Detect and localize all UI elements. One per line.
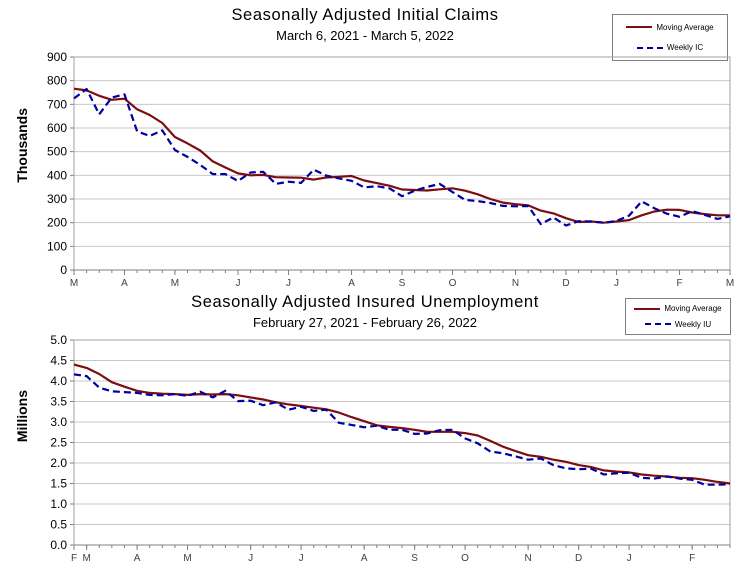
x-month-label: F bbox=[676, 278, 682, 289]
x-month-label: J bbox=[614, 278, 619, 289]
moving-average-series-line bbox=[73, 87, 730, 224]
weekly-series-line bbox=[73, 87, 731, 227]
x-month-label: O bbox=[449, 278, 457, 289]
x-month-label: J bbox=[236, 278, 241, 289]
weekly-iu-line-swatch bbox=[644, 323, 671, 326]
legend-label: Moving Average bbox=[656, 22, 714, 32]
x-month-label: F bbox=[71, 553, 77, 564]
x-month-label: J bbox=[299, 553, 304, 564]
x-month-label: A bbox=[121, 278, 128, 289]
y-tick-label: 600 bbox=[47, 121, 67, 135]
y-tick-label: 800 bbox=[47, 74, 67, 88]
y-tick-label: 0.0 bbox=[50, 538, 67, 552]
legend-label: Moving Average bbox=[664, 304, 722, 314]
x-month-label: M bbox=[82, 553, 90, 564]
x-month-label: M bbox=[183, 553, 191, 564]
initial-claims-header: Seasonally Adjusted Initial Claims March… bbox=[0, 6, 730, 43]
x-month-label: S bbox=[399, 278, 406, 289]
x-month-label: N bbox=[512, 278, 519, 289]
y-tick-label: 300 bbox=[47, 192, 67, 206]
legend-item-weekly-ic: Weekly IC bbox=[619, 43, 721, 52]
legend-label: Weekly IU bbox=[674, 319, 712, 329]
y-tick-label: 1.0 bbox=[50, 497, 67, 511]
x-month-label: M bbox=[726, 278, 734, 289]
x-month-label: S bbox=[411, 553, 418, 564]
x-month-label: J bbox=[248, 553, 253, 564]
legend-item-weekly-iu: Weekly IU bbox=[632, 320, 724, 329]
y-tick-label: 2.0 bbox=[50, 456, 67, 470]
plot-border bbox=[73, 56, 731, 271]
x-month-label: N bbox=[525, 553, 532, 564]
chart-title: Seasonally Adjusted Initial Claims bbox=[231, 6, 499, 24]
legend-label: Weekly IC bbox=[666, 43, 704, 53]
legend: Moving Average Weekly IU bbox=[625, 298, 731, 335]
x-month-label: A bbox=[134, 553, 141, 564]
x-month-label: M bbox=[70, 278, 78, 289]
x-month-label: J bbox=[286, 278, 291, 289]
insured-unemployment-header: Seasonally Adjusted Insured Unemployment… bbox=[0, 293, 730, 330]
y-tick-label: 900 bbox=[47, 50, 67, 64]
y-tick-label: 0.5 bbox=[50, 518, 67, 532]
moving-average-series-line bbox=[73, 363, 731, 485]
weekly-series-line bbox=[73, 373, 731, 486]
y-tick-label: 700 bbox=[47, 97, 67, 111]
weekly-ic-line-swatch bbox=[636, 46, 663, 49]
chart-subtitle: March 6, 2021 - March 5, 2022 bbox=[276, 28, 454, 43]
y-tick-label: 2.5 bbox=[50, 436, 67, 450]
initial-claims-plot: 0 100 200 300 400 500 600 700 800 900 M A M J J A S O N D J F… bbox=[47, 50, 734, 289]
y-tick-label: 3.5 bbox=[50, 395, 67, 409]
y-tick-label: 1.5 bbox=[50, 477, 67, 491]
y-tick-label: 0 bbox=[60, 263, 67, 277]
x-month-label: A bbox=[348, 278, 355, 289]
x-month-label: D bbox=[562, 278, 569, 289]
moving-average-line-swatch bbox=[634, 307, 661, 310]
x-month-label: M bbox=[171, 278, 179, 289]
y-tick-label: 500 bbox=[47, 145, 67, 159]
y-tick-label: 200 bbox=[47, 216, 67, 230]
legend: Moving Average Weekly IC bbox=[612, 14, 728, 61]
y-tick-label: 400 bbox=[47, 168, 67, 182]
x-month-label: D bbox=[575, 553, 582, 564]
y-tick-label: 4.5 bbox=[50, 354, 67, 368]
x-month-label: A bbox=[361, 553, 368, 564]
x-month-label: F bbox=[689, 553, 695, 564]
y-tick-label: 100 bbox=[47, 239, 67, 253]
y-tick-label: 3.0 bbox=[50, 415, 67, 429]
legend-item-moving-average: Moving Average bbox=[619, 23, 721, 32]
moving-average-line-swatch bbox=[626, 26, 653, 29]
insured-unemployment-plot: 0.00.51.01.52.02.53.03.54.04.55.0F M A M J J A… bbox=[50, 333, 731, 564]
legend-item-moving-average: Moving Average bbox=[632, 304, 724, 313]
x-month-label: J bbox=[627, 553, 632, 564]
y-tick-label: 4.0 bbox=[50, 374, 67, 388]
chart-title: Seasonally Adjusted Insured Unemployment bbox=[191, 293, 539, 311]
x-month-label: O bbox=[461, 553, 469, 564]
y-tick-label: 5.0 bbox=[50, 333, 67, 347]
chart-subtitle: February 27, 2021 - February 26, 2022 bbox=[252, 315, 478, 330]
